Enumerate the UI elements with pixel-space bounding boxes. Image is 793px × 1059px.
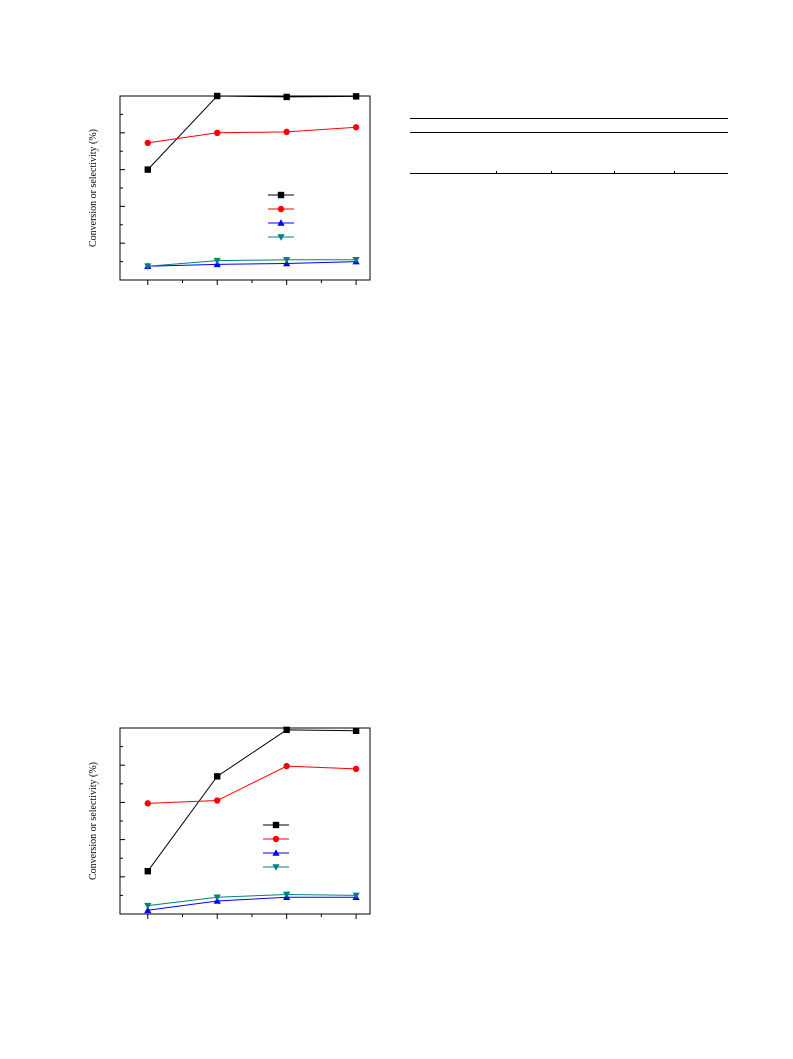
- table-rules: [410, 118, 728, 178]
- data-point: [144, 906, 152, 914]
- legend-marker: [277, 191, 285, 199]
- data-point: [214, 92, 221, 100]
- table-column-tick: [674, 171, 675, 174]
- legend-marker: [272, 849, 280, 856]
- data-point: [283, 762, 290, 770]
- series-line: [147, 729, 357, 872]
- data-point: [283, 891, 291, 899]
- series-4: [144, 256, 360, 270]
- data-point: [352, 892, 360, 900]
- table-header-rule: [410, 132, 728, 133]
- table-column-tick: [551, 171, 552, 174]
- data-point: [144, 868, 151, 875]
- legend-marker: [272, 835, 280, 843]
- data-point: [213, 257, 221, 265]
- series-2: [144, 762, 360, 807]
- series-line: [147, 259, 357, 267]
- data-point: [283, 93, 290, 101]
- series-3: [144, 893, 360, 914]
- series-4: [144, 891, 360, 910]
- legend-marker: [272, 821, 280, 829]
- data-point: [214, 129, 221, 136]
- data-point: [283, 726, 290, 734]
- legend-marker: [272, 864, 280, 871]
- plot-frame: [119, 727, 371, 915]
- data-point: [144, 263, 152, 270]
- series-line: [147, 95, 357, 170]
- plot-frame: [119, 95, 371, 281]
- series-1: [144, 92, 360, 173]
- legend-marker: [277, 205, 285, 213]
- figure-2-svg: Conversion or selectivity (%): [88, 726, 371, 919]
- data-point: [352, 765, 360, 773]
- table-column-tick: [614, 171, 615, 174]
- series-line: [147, 765, 357, 804]
- data-point: [283, 128, 290, 136]
- table-column-tick: [496, 171, 497, 174]
- y-axis-label: Conversion or selectivity (%): [88, 762, 99, 880]
- data-point: [213, 894, 221, 902]
- series-line: [147, 896, 357, 911]
- legend: [268, 191, 294, 241]
- series-line: [147, 893, 357, 907]
- figure-2-chart: Conversion or selectivity (%): [80, 718, 380, 928]
- series-1: [144, 726, 360, 875]
- table-top-rule: [410, 118, 728, 119]
- data-point: [214, 773, 221, 780]
- legend-marker: [277, 234, 285, 241]
- data-point: [352, 727, 360, 734]
- table-bottom-rule: [410, 173, 728, 174]
- figure-1-chart: Conversion or selectivity (%): [80, 85, 380, 295]
- data-point: [283, 256, 291, 264]
- y-axis-label: Conversion or selectivity (%): [88, 129, 99, 247]
- legend-marker: [277, 219, 285, 226]
- data-point: [352, 124, 360, 131]
- data-point: [144, 800, 151, 807]
- data-point: [214, 797, 221, 804]
- figure-1-svg: Conversion or selectivity (%): [88, 92, 371, 285]
- data-point: [144, 902, 152, 910]
- data-point: [144, 166, 151, 173]
- data-point: [352, 93, 360, 100]
- series-line: [147, 126, 357, 144]
- data-point: [352, 256, 360, 264]
- legend: [263, 821, 289, 871]
- series-2: [144, 124, 360, 147]
- data-point: [144, 139, 151, 147]
- series-line: [147, 261, 357, 267]
